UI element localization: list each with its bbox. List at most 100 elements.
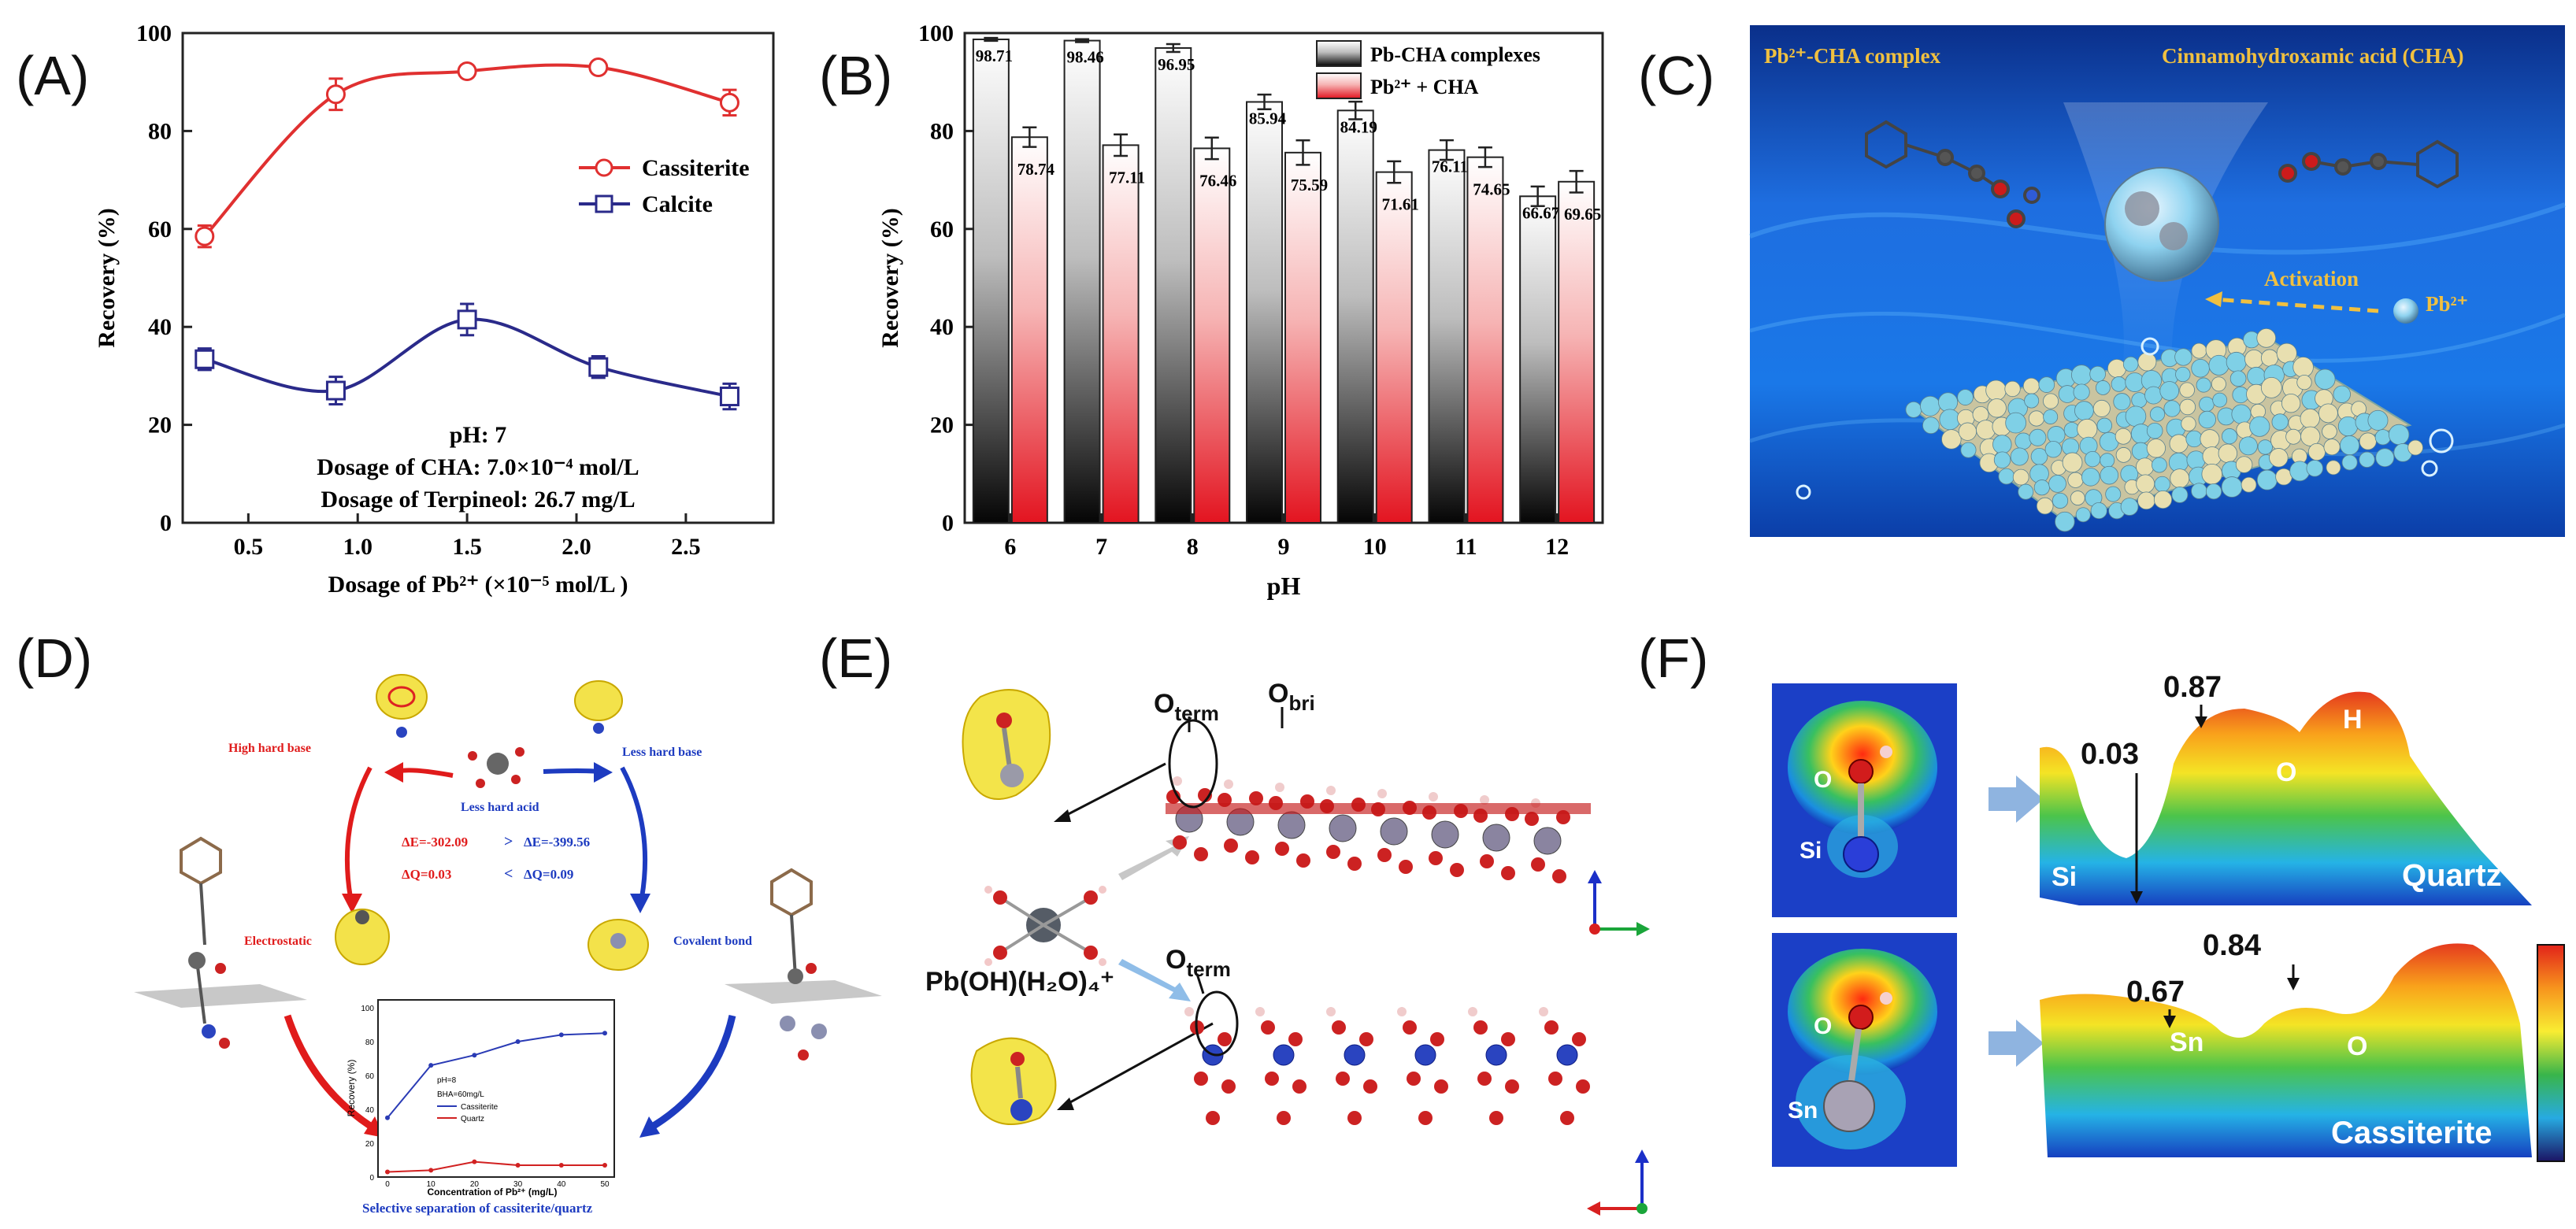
mineral-atom: [2218, 443, 2238, 464]
panel-e-structures: Oterm Obri Pb(OH)(H₂O)₄⁺ Oterm: [925, 679, 1650, 1216]
mineral-atom: [1938, 392, 1959, 413]
atom-icon: [396, 727, 407, 738]
inset-ylabel: Recovery (%): [346, 1060, 357, 1117]
mineral-atom: [1992, 435, 2012, 454]
mineral-atom: [2241, 476, 2257, 493]
mineral-atom: [2081, 468, 2100, 487]
arrow-blue: [1118, 959, 1191, 1001]
y-tick-label: 100: [918, 20, 954, 46]
atom-h: [1173, 776, 1182, 786]
value-top-si: 0.03: [2081, 738, 2139, 771]
atom-o: [1434, 1079, 1448, 1094]
mineral-atom: [2100, 453, 2115, 468]
inset-point-quartz: [602, 1162, 607, 1168]
mineral-atom: [2169, 434, 2189, 453]
label-caption: Selective separation of cassiterite/quar…: [362, 1201, 593, 1216]
mineral-atom: [2256, 469, 2278, 490]
atom-o: [1489, 1111, 1503, 1125]
terrain-label-cassiterite: Cassiterite: [2331, 1116, 2493, 1150]
pointer-arrowhead: [1057, 1098, 1074, 1110]
x-tick-label: 12: [1545, 534, 1569, 560]
inset-x-tick-label: 10: [427, 1180, 436, 1189]
label-charge-compare: <: [504, 865, 513, 883]
data-label: 85.94: [1249, 109, 1287, 128]
y-tick-label: 20: [148, 413, 172, 439]
mineral-atom: [1905, 401, 1922, 418]
legend-label-pb-plus-cha: Pb²⁺ + CHA: [1370, 76, 1479, 98]
inset-x-tick-label: 40: [557, 1180, 566, 1189]
mineral-atom: [2115, 447, 2132, 463]
panel-c-illustration: Pb²⁺-CHA complex Cinnamohydroxamic acid …: [1748, 25, 2566, 537]
chart-a-annotation-ph: pH: 7: [450, 422, 507, 448]
panel-d-center-molecule: [468, 747, 524, 788]
mineral-atom: [1998, 468, 2015, 485]
panel-d-schematic: High hard base Less hard base Less hard …: [134, 674, 882, 1216]
terrain-quartz: [2040, 691, 2532, 905]
mineral-atom: [2212, 392, 2228, 408]
mineral-atom: [2107, 358, 2126, 378]
mineral-atom: [2235, 456, 2253, 473]
mineral-atom: [2024, 393, 2040, 409]
data-point-calcite: [719, 387, 739, 407]
mineral-atom: [2170, 468, 2190, 489]
chart-b-legend: Pb-CHA complexes Pb²⁺ + CHA: [1316, 40, 1540, 99]
atom-o: [1560, 1111, 1574, 1125]
legend-swatch-pb-cha: [1316, 40, 1362, 67]
inset-y-tick-label: 60: [365, 1072, 375, 1081]
panel-d-right-adsorption: [725, 868, 882, 1061]
inset-legend-cassiterite: Cassiterite: [461, 1103, 499, 1112]
atom-o: [1275, 842, 1289, 856]
atom-o: [1245, 850, 1259, 864]
legend-label-cassiterite: Cassiterite: [642, 155, 750, 181]
y-tick-label: 40: [148, 314, 172, 340]
atom-o: [1430, 1032, 1444, 1046]
label-energy-right: ΔE=-399.56: [524, 835, 590, 850]
mineral-atom: [2154, 476, 2170, 493]
atom-si: [1485, 1044, 1507, 1066]
mineral-atom: [2144, 386, 2163, 405]
pointer-arrowhead: [1054, 809, 1071, 822]
terrain-label-o-top: O: [2276, 757, 2296, 787]
atom-h: [1539, 1007, 1548, 1016]
pointer-arrow: [1062, 1022, 1214, 1108]
atom-o: [1359, 1032, 1373, 1046]
value-bottom-sn: 0.67: [2126, 975, 2185, 1009]
mineral-atom: [2022, 377, 2040, 394]
mineral-atom: [2146, 422, 2163, 439]
mineral-atom: [2047, 426, 2066, 445]
atom-o: [1265, 1072, 1279, 1086]
mineral-atom: [2186, 450, 2206, 470]
atom-o: [1544, 1020, 1559, 1035]
mineral-atom: [2231, 404, 2252, 424]
panel-c-bubble: [2421, 460, 2438, 477]
mineral-atom: [2030, 447, 2048, 465]
x-tick-label: 2.0: [562, 534, 591, 560]
atom-h: [1184, 1007, 1194, 1016]
label-charge-right: ΔQ=0.09: [524, 867, 573, 882]
mineral-atom: [2289, 461, 2311, 482]
inset-legend-quartz: Quartz: [461, 1115, 484, 1123]
data-point-cassiterite: [457, 61, 477, 82]
inset-frame: [377, 999, 615, 1178]
inset-line-quartz: [387, 1161, 605, 1173]
inset-x-tick-label: 0: [385, 1180, 390, 1189]
mineral-atom: [2249, 416, 2270, 437]
inset-point-quartz: [385, 1169, 390, 1175]
arrow-blue-down: [620, 766, 648, 898]
arrow-to-terrain-bottom: [1989, 1020, 2044, 1067]
x-tick-label: 8: [1187, 534, 1199, 560]
atom-o: [1326, 845, 1340, 859]
panel-e-axes-top: [1588, 870, 1650, 936]
chart-b-bars: 98.71 78.74 98.46 77.11 96.95 76.46 85.94 75.59…: [972, 36, 1601, 524]
x-tick-label: 6: [1004, 534, 1016, 560]
atom-h: [1326, 1007, 1336, 1016]
x-tick-label: 1.5: [452, 534, 482, 560]
mineral-atom: [2300, 408, 2320, 429]
atom-o: [1418, 1111, 1433, 1125]
mineral-atom: [1993, 451, 2011, 468]
mineral-atom: [2211, 376, 2226, 392]
inset-note-bha: BHA=60mg/L: [437, 1090, 484, 1099]
atom-o: [1501, 1032, 1515, 1046]
mineral-atom: [1958, 422, 1977, 441]
mineral-atom: [2062, 452, 2083, 473]
